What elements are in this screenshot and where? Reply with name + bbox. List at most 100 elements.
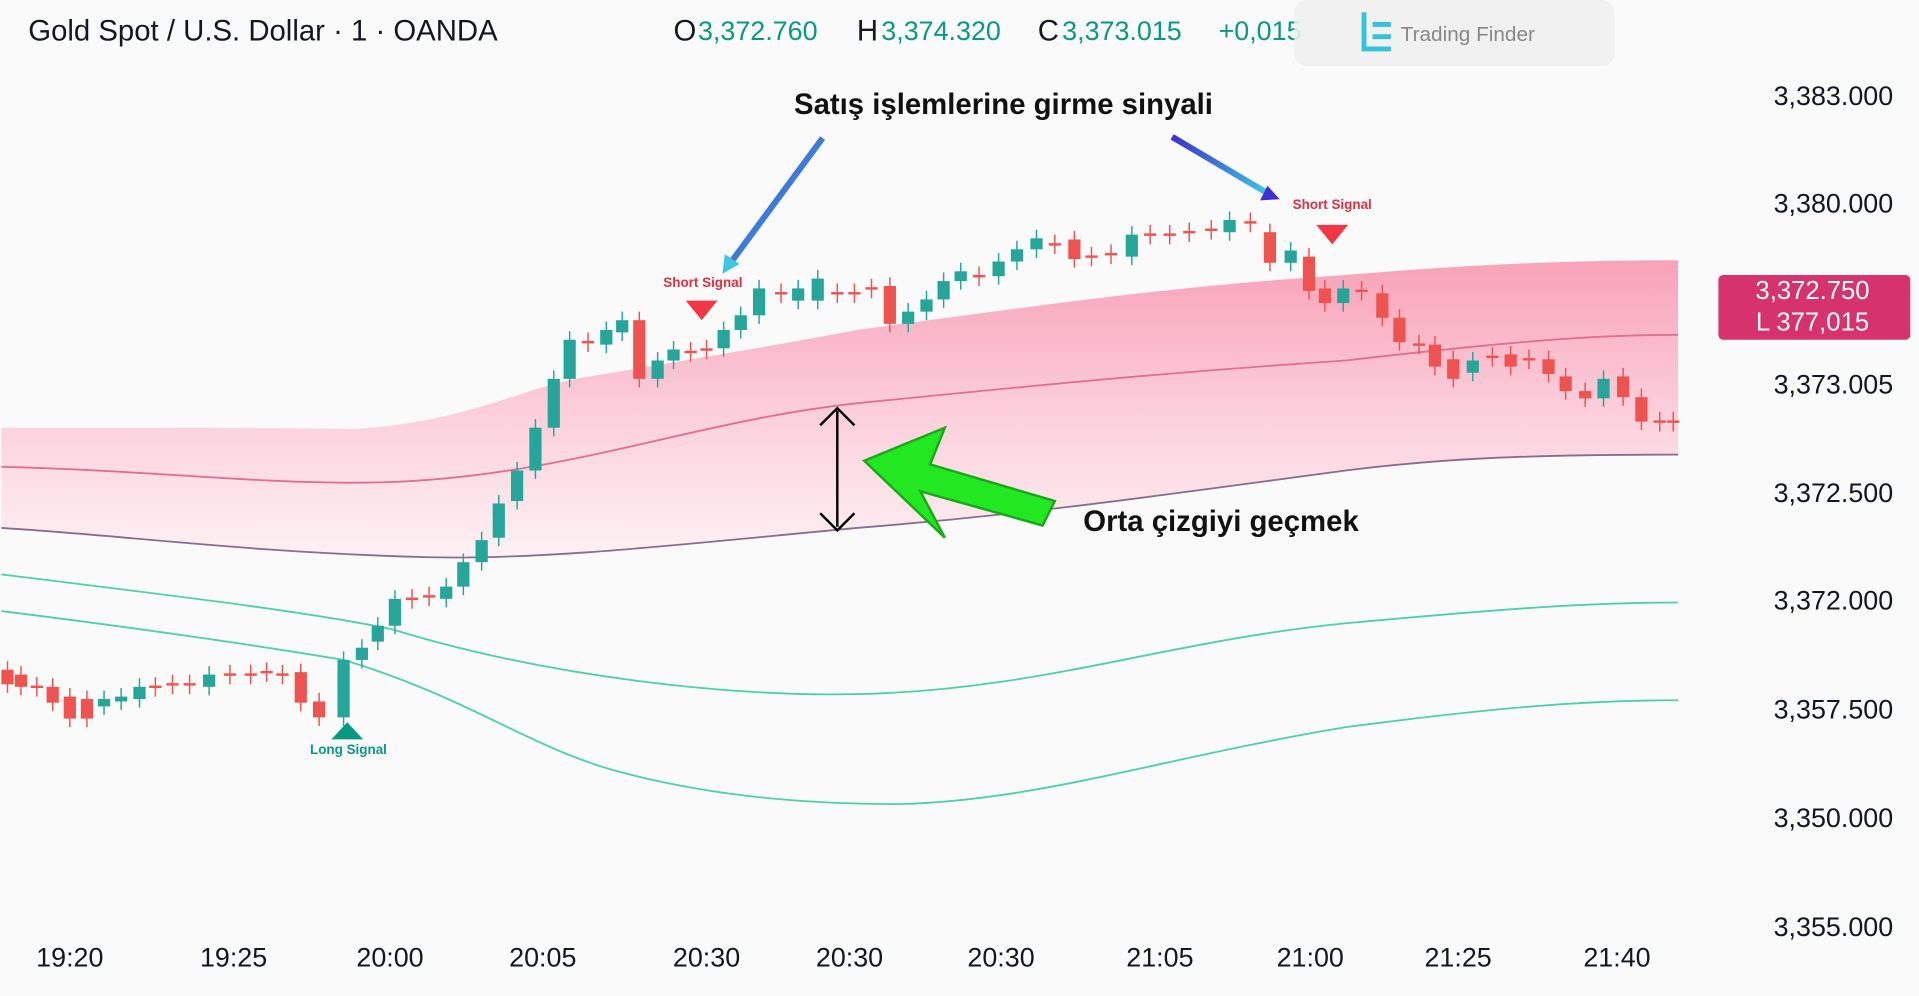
candle-body <box>30 685 43 689</box>
candle-body <box>1447 359 1460 379</box>
candle-body <box>183 683 196 686</box>
change: +0,015 <box>1219 16 1302 46</box>
candle-body <box>313 701 326 718</box>
candle-body <box>1144 233 1157 236</box>
teal-line <box>1 610 1679 806</box>
candle-body <box>1068 239 1081 260</box>
candle-body <box>1579 391 1592 399</box>
candle-body <box>1616 376 1630 398</box>
candle-body <box>1597 378 1610 399</box>
time-label: 20:30 <box>673 942 740 972</box>
candle-body <box>972 274 986 278</box>
candle-body <box>581 340 595 344</box>
candle-body <box>1428 344 1442 367</box>
ohlc-value: 3,374.320 <box>881 16 1001 46</box>
price-label: 3,373.005 <box>1774 369 1894 399</box>
time-label: 20:30 <box>816 942 883 972</box>
candle-body <box>883 285 896 324</box>
candle-body <box>1635 397 1648 422</box>
time-label: 20:00 <box>356 942 423 972</box>
signal-label: Short Signal <box>1293 197 1372 212</box>
ohlc-key: H <box>857 15 878 48</box>
candle-body <box>1284 250 1297 263</box>
short-marker <box>1316 224 1349 245</box>
candle-body <box>388 598 402 626</box>
candle-body <box>717 329 730 349</box>
candle-body <box>1318 288 1332 304</box>
candle-body <box>920 299 933 312</box>
candle-body <box>1466 360 1479 373</box>
candle-body <box>1205 228 1218 231</box>
lower-line <box>1 453 1679 559</box>
candle-body <box>244 673 257 676</box>
candle-body <box>14 674 28 687</box>
ohlc-key: C <box>1038 15 1059 48</box>
candle-body <box>63 696 76 719</box>
price-badge-low: L 377,015 <box>1756 309 1869 337</box>
candle-body <box>684 350 697 354</box>
watermark: Trading Finder <box>1401 23 1535 46</box>
candle-body <box>547 378 560 428</box>
ohlc-key: O <box>674 15 697 48</box>
candle-body <box>510 470 524 502</box>
candle-body <box>1030 238 1043 250</box>
axes: 3,383.000 3,380.000 3,373.005 3,372.500 3,37… <box>36 81 1893 973</box>
price-label: 3,350.000 <box>1774 803 1894 833</box>
middle-line <box>1 333 1679 484</box>
candle-body <box>734 315 747 330</box>
short-marker <box>685 300 718 321</box>
candle-body <box>475 540 488 563</box>
watermark-logo <box>1361 12 1391 52</box>
candle-body <box>355 647 369 660</box>
candle-body <box>1223 219 1236 233</box>
candle-body <box>260 670 273 674</box>
candle-body <box>1244 221 1257 224</box>
signal-label: Long Signal <box>310 742 387 757</box>
candle-body <box>166 683 179 686</box>
candle-body <box>1104 252 1118 256</box>
price-badge-price: 3,372.750 <box>1755 277 1869 305</box>
candle-body <box>902 311 915 324</box>
price-label: 3,383.000 <box>1774 81 1894 111</box>
pointer-arrow <box>727 136 826 266</box>
candle-body <box>203 674 216 687</box>
pointer-head <box>722 254 740 274</box>
candle-body <box>276 673 289 676</box>
candle-body <box>115 696 128 702</box>
range-arrow-head <box>819 406 856 427</box>
candle-body <box>1163 233 1176 236</box>
candle-body <box>752 288 766 316</box>
candle-body <box>954 271 967 282</box>
time-label: 20:30 <box>967 942 1034 972</box>
candle-body <box>848 292 861 295</box>
candle-body <box>294 672 307 703</box>
candle-body <box>563 339 576 379</box>
candle-body <box>600 329 613 345</box>
candle-body <box>1 669 14 685</box>
price-badge <box>1718 274 1911 340</box>
candle-body <box>1183 230 1196 234</box>
pointer-arrow <box>1170 134 1270 196</box>
candle-body <box>1337 288 1350 304</box>
candle-body <box>405 597 419 601</box>
candle-body <box>492 503 505 538</box>
candle-body <box>1263 232 1277 263</box>
candle-body <box>1048 243 1061 246</box>
candle-body <box>80 699 94 719</box>
symbol-title: Gold Spot / U.S. Dollar · 1 · OANDA <box>28 15 498 48</box>
pointer-head <box>1260 185 1280 201</box>
time-label: 19:20 <box>36 942 103 972</box>
range-arrow-head <box>819 512 856 533</box>
candle-body <box>1355 289 1368 293</box>
candle-body <box>1504 354 1517 367</box>
time-label: 21:00 <box>1277 942 1344 972</box>
candle-body <box>616 320 629 333</box>
signal-label: Short Signal <box>663 275 742 290</box>
candle-body <box>371 625 384 642</box>
candle-body <box>440 586 453 599</box>
candle-body <box>1010 249 1024 262</box>
price-label: 3,357.500 <box>1774 694 1894 724</box>
ohlc-value: 3,373.015 <box>1062 16 1182 46</box>
candle-body <box>651 360 664 379</box>
candle-body <box>223 673 237 676</box>
